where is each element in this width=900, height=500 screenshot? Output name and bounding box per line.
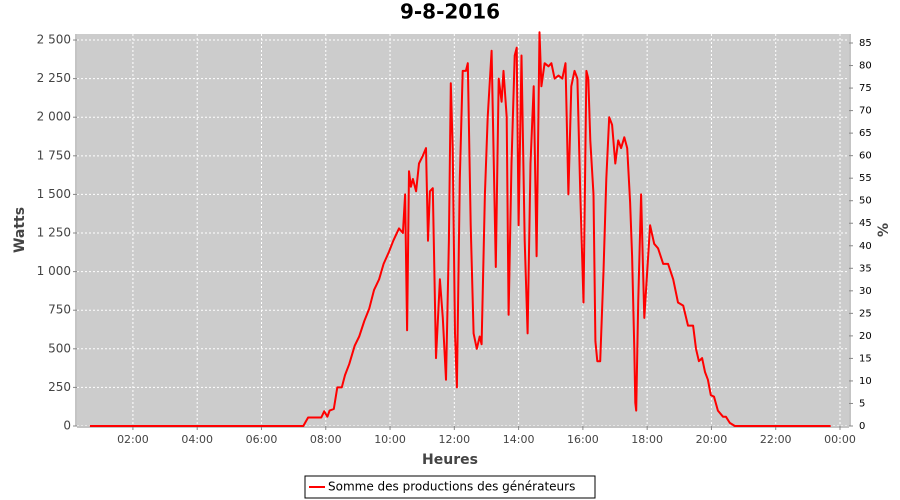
y2-tick-label: 55 [859,173,872,184]
y-tick-label: 1 500 [37,187,71,201]
x-tick-label: 00:00 [824,433,856,446]
y2-tick-label: 85 [859,38,872,49]
x-tick-label: 04:00 [181,433,213,446]
y-tick-label: 2 250 [37,71,71,85]
y-tick-label: 1 250 [37,226,71,240]
y2-tick-label: 50 [859,196,872,207]
x-tick-label: 20:00 [696,433,728,446]
y2-tick-label: 15 [859,353,872,364]
y-tick-label: 2 500 [37,33,71,47]
legend-label: Somme des productions des générateurs [328,480,575,494]
y2-tick-label: 45 [859,218,872,229]
series-line [89,31,831,427]
y2-tick-label: 65 [859,128,872,139]
y-tick-label: 0 [63,419,71,433]
y2-tick-label: 75 [859,83,872,94]
y2-tick-label: 35 [859,263,872,274]
y-tick-label: 1 000 [37,264,71,278]
x-tick-label: 08:00 [310,433,342,446]
y-axis-label: Watts [12,207,28,253]
chart-title: 9-8-2016 [400,0,500,24]
y2-tick-label: 20 [859,331,872,342]
x-tick-label: 18:00 [631,433,663,446]
y2-tick-label: 30 [859,286,872,297]
x-axis-label: Heures [422,452,478,468]
legend: Somme des productions des générateurs [304,475,596,499]
x-tick-label: 12:00 [438,433,470,446]
y2-tick-label: 5 [859,398,865,409]
y-tick-label: 500 [48,341,71,355]
y-tick-label: 2 000 [37,110,71,124]
x-tick-label: 02:00 [117,433,149,446]
y2-tick-label: 80 [859,61,872,72]
x-tick-label: 22:00 [760,433,792,446]
x-tick-label: 14:00 [503,433,535,446]
y2-axis-label: % [876,223,892,237]
y2-tick-label: 60 [859,151,872,162]
y2-tick-label: 40 [859,241,872,252]
y2-tick-label: 70 [859,106,872,117]
plot-area [77,34,849,426]
grid [77,34,849,427]
x-tick-label: 16:00 [567,433,599,446]
y2-tick-label: 10 [859,376,872,387]
y-tick-label: 1 750 [37,148,71,162]
y2-tick-label: 25 [859,308,872,319]
x-tick-label: 06:00 [246,433,278,446]
x-tick-label: 10:00 [374,433,406,446]
y-tick-label: 250 [48,380,71,394]
y-tick-label: 750 [48,303,71,317]
y2-tick-label: 0 [859,421,865,432]
legend-box [304,475,596,499]
